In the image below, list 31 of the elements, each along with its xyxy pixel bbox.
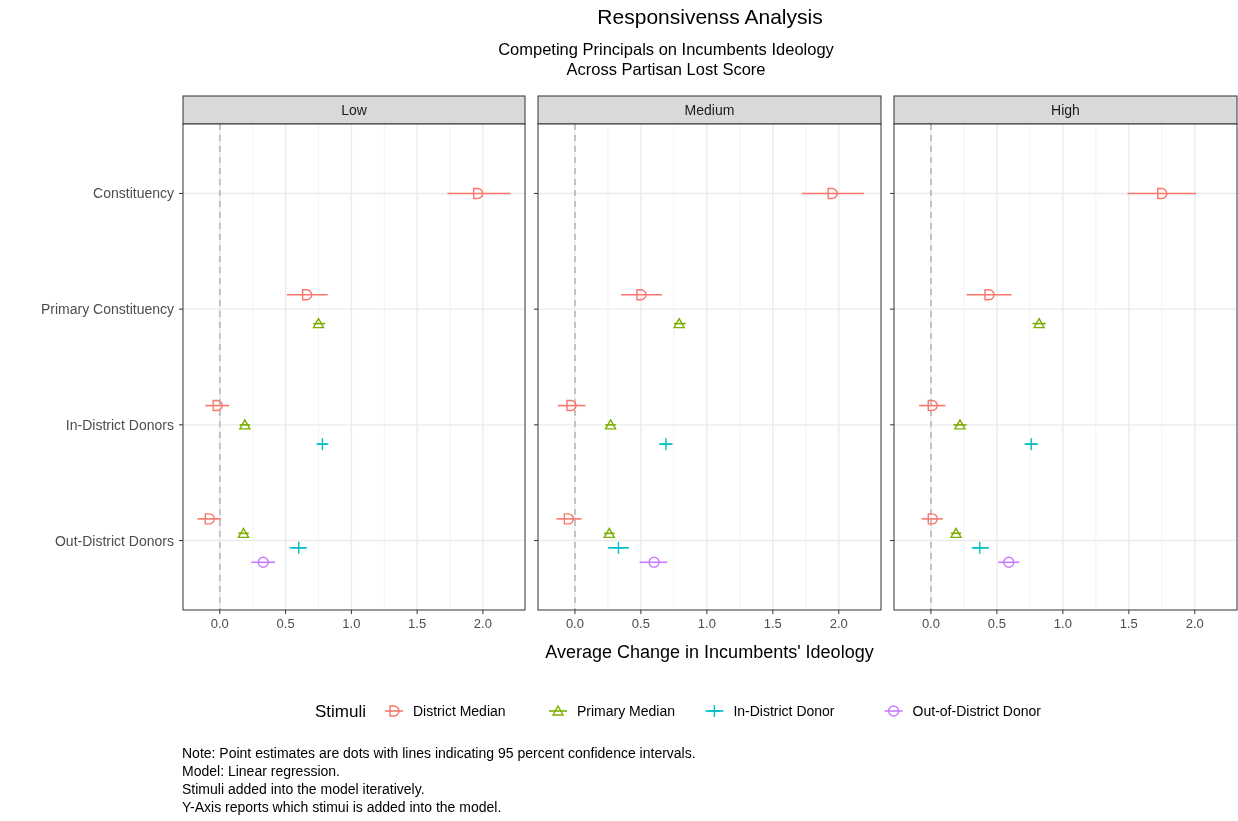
x-tick-label: 1.0 [1053,616,1072,631]
x-tick-label: 1.5 [1119,616,1138,631]
x-tick-label: 0.5 [276,616,295,631]
x-tick-label: 0.5 [631,616,650,631]
chart-title: High [1051,102,1080,118]
legend-label: Out-of-District Donor [912,703,1042,719]
y-tick-label: Primary Constituency [40,301,174,318]
x-tick-label: 1.0 [697,616,716,631]
y-tick-label: In-District Donors [65,416,174,433]
x-tick-label: 0.5 [987,616,1006,631]
chart-title: Medium [684,102,735,118]
legend-label: In-District Donor [733,703,835,719]
legend-label: District Median [413,703,506,719]
x-tick-label: 0.0 [210,616,229,631]
y-tick-label: Out-District Donors [54,532,174,549]
x-tick-label: 1.0 [342,616,361,631]
x-tick-label: 1.5 [763,616,782,631]
chart-title: Low [341,102,368,118]
x-tick-label: 0.0 [565,616,584,631]
x-tick-label: 2.0 [473,616,492,631]
x-tick-label: 2.0 [1185,616,1204,631]
x-tick-label: 2.0 [829,616,848,631]
x-tick-label: 0.0 [921,616,940,631]
text: Note: Point estimates are dots with lines indicating 95 percent confidence intervals. Model: Linear regression. Stimuli added into the model iteratively. Y-Axis reports which stimui is added into the model. [182,745,696,815]
text: Responsivenss Analysis [597,5,823,28]
x-tick-label: 1.5 [408,616,427,631]
legend-title: Stimuli [315,702,367,721]
x-axis-title: Average Change in Incumbents' Ideology [545,642,874,662]
y-tick-label: Constituency [93,185,174,202]
legend-label: Primary Median [577,703,676,719]
text: Competing Principals on Incumbents Ideology Across Partisan Lost Score [498,40,835,78]
